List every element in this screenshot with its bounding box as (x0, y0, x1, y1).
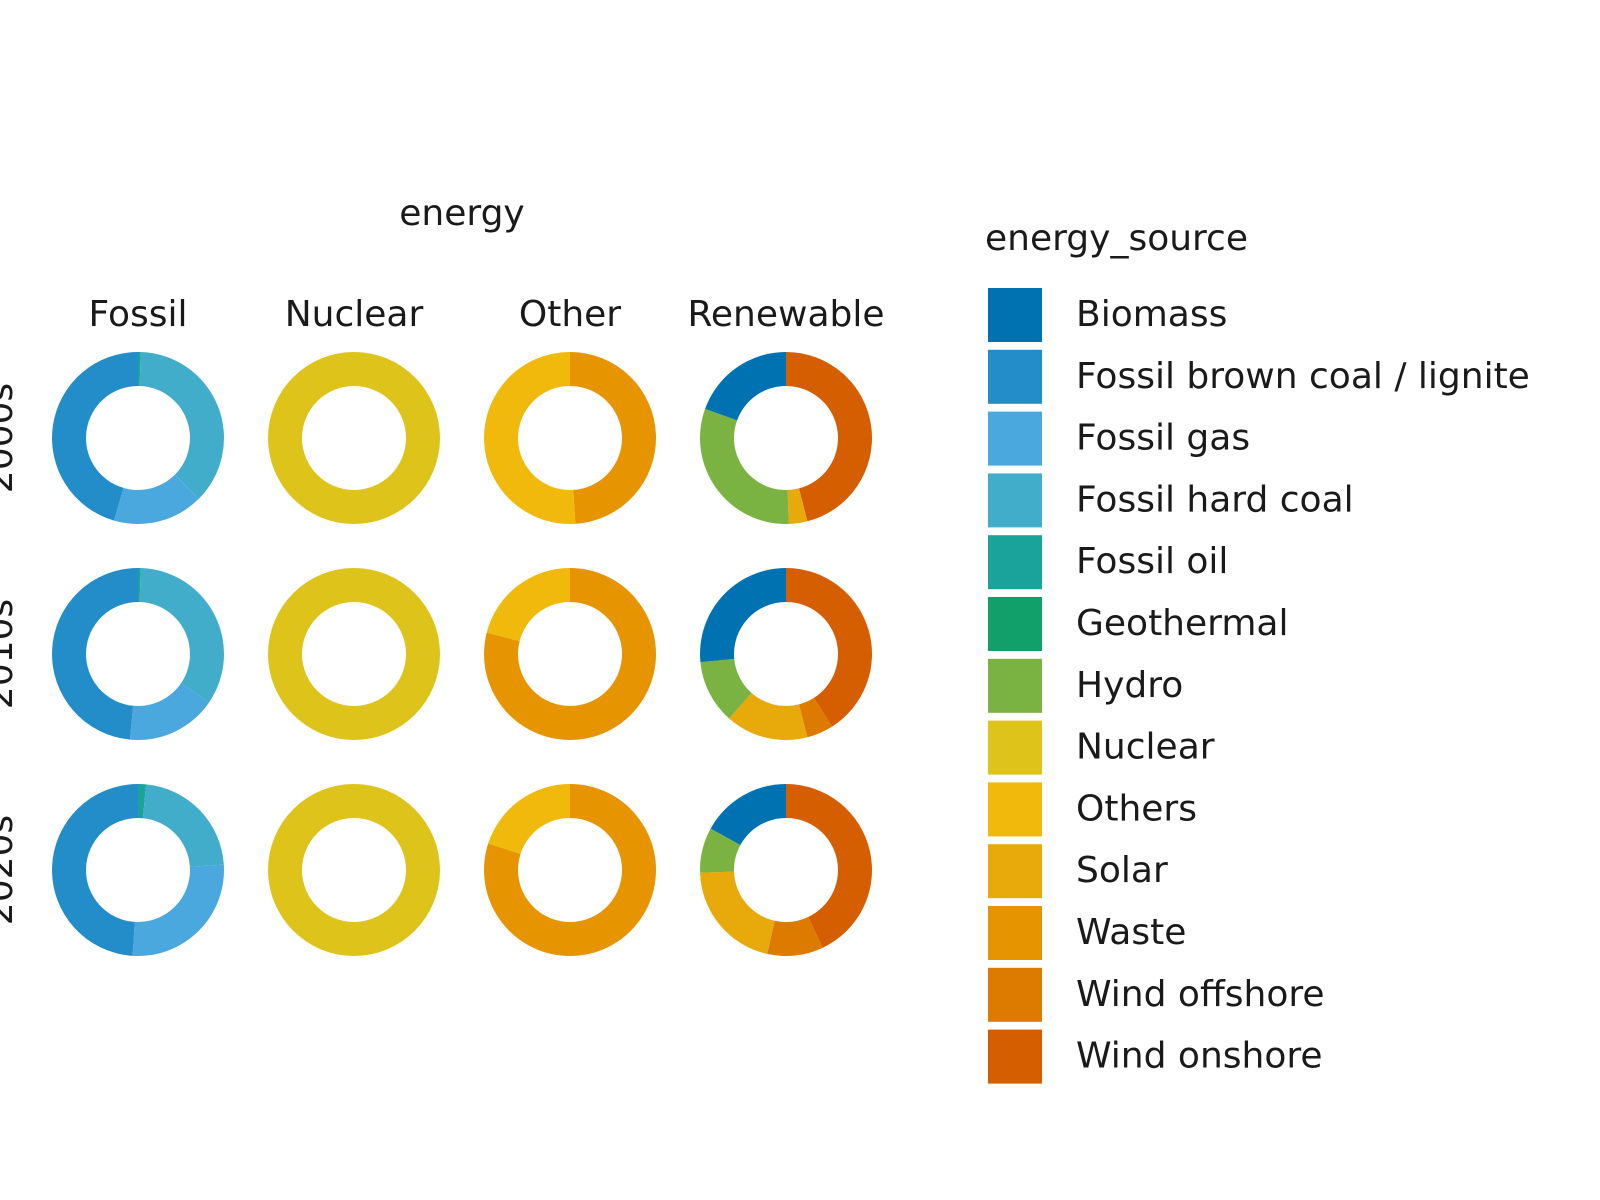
row-label: 2020s (0, 815, 21, 925)
donut-slice (139, 568, 225, 703)
legend-label: Fossil brown coal / lignite (1076, 356, 1530, 397)
column-label: Other (519, 294, 621, 335)
donut-slice (786, 352, 873, 522)
donut-slice (700, 871, 775, 954)
row-label: 2000s (0, 383, 21, 493)
legend-label: Wind offshore (1076, 974, 1325, 1015)
legend-label: Solar (1076, 850, 1168, 891)
legend-key (988, 782, 1042, 837)
donut-slice (700, 568, 786, 663)
donut-slice (787, 488, 808, 524)
donut-slice (138, 352, 141, 387)
legend-title: energy_source (985, 218, 1248, 259)
donut-slice (488, 784, 570, 854)
legend-key (988, 1029, 1042, 1084)
donut-slice (51, 783, 139, 956)
legend-label: Fossil hard coal (1076, 479, 1354, 520)
donut-slice (51, 568, 139, 740)
donut-slice (484, 784, 656, 957)
donut-slice (139, 352, 224, 499)
legend-key (988, 844, 1042, 899)
donut-slice (129, 683, 210, 740)
legend-label: Biomass (1076, 294, 1227, 335)
legend-key (988, 473, 1042, 528)
legend-key (988, 288, 1042, 342)
donut-slice (786, 784, 872, 948)
legend-key (988, 658, 1042, 713)
donut-slice (484, 352, 576, 524)
row-label: 2010s (0, 599, 21, 709)
donut-slice (268, 568, 440, 740)
legend-label: Waste (1076, 912, 1186, 953)
donut-slice (268, 784, 440, 956)
donut-slice (484, 568, 656, 740)
legend-key (988, 535, 1042, 590)
legend-key (988, 349, 1042, 404)
donut-slice (114, 474, 199, 524)
donut-slice (710, 784, 786, 845)
donut-slice (767, 917, 823, 956)
legend-label: Wind onshore (1076, 1036, 1323, 1077)
legend-label: Geothermal (1076, 603, 1288, 644)
legend-label: Others (1076, 788, 1197, 829)
donut-slice (132, 864, 224, 956)
donut-slice (786, 568, 872, 727)
legend-label: Nuclear (1076, 727, 1215, 768)
donut-slice (486, 568, 570, 642)
donut-slice (729, 693, 808, 740)
legend-key (988, 720, 1042, 775)
column-label: Renewable (687, 294, 884, 335)
legend-key (988, 906, 1042, 960)
donut-slice (268, 352, 440, 524)
donut-slice (699, 408, 789, 524)
column-title: energy (399, 193, 524, 234)
legend-key (988, 967, 1042, 1022)
donut-slice (51, 352, 138, 521)
donut-slice (142, 784, 224, 867)
donut-slice (138, 568, 141, 603)
donut-slice (705, 352, 786, 421)
donut-slice (138, 784, 147, 819)
legend-key (988, 597, 1042, 651)
legend-key (988, 411, 1042, 466)
donut-slice (700, 658, 752, 719)
column-label: Fossil (89, 294, 188, 335)
legend-label: Fossil oil (1076, 541, 1228, 582)
donut-slice (700, 828, 741, 873)
donut-slice (570, 352, 657, 524)
legend-label: Hydro (1076, 665, 1183, 706)
column-label: Nuclear (285, 294, 424, 335)
donut-slice (798, 697, 833, 738)
legend-label: Fossil gas (1076, 418, 1250, 459)
